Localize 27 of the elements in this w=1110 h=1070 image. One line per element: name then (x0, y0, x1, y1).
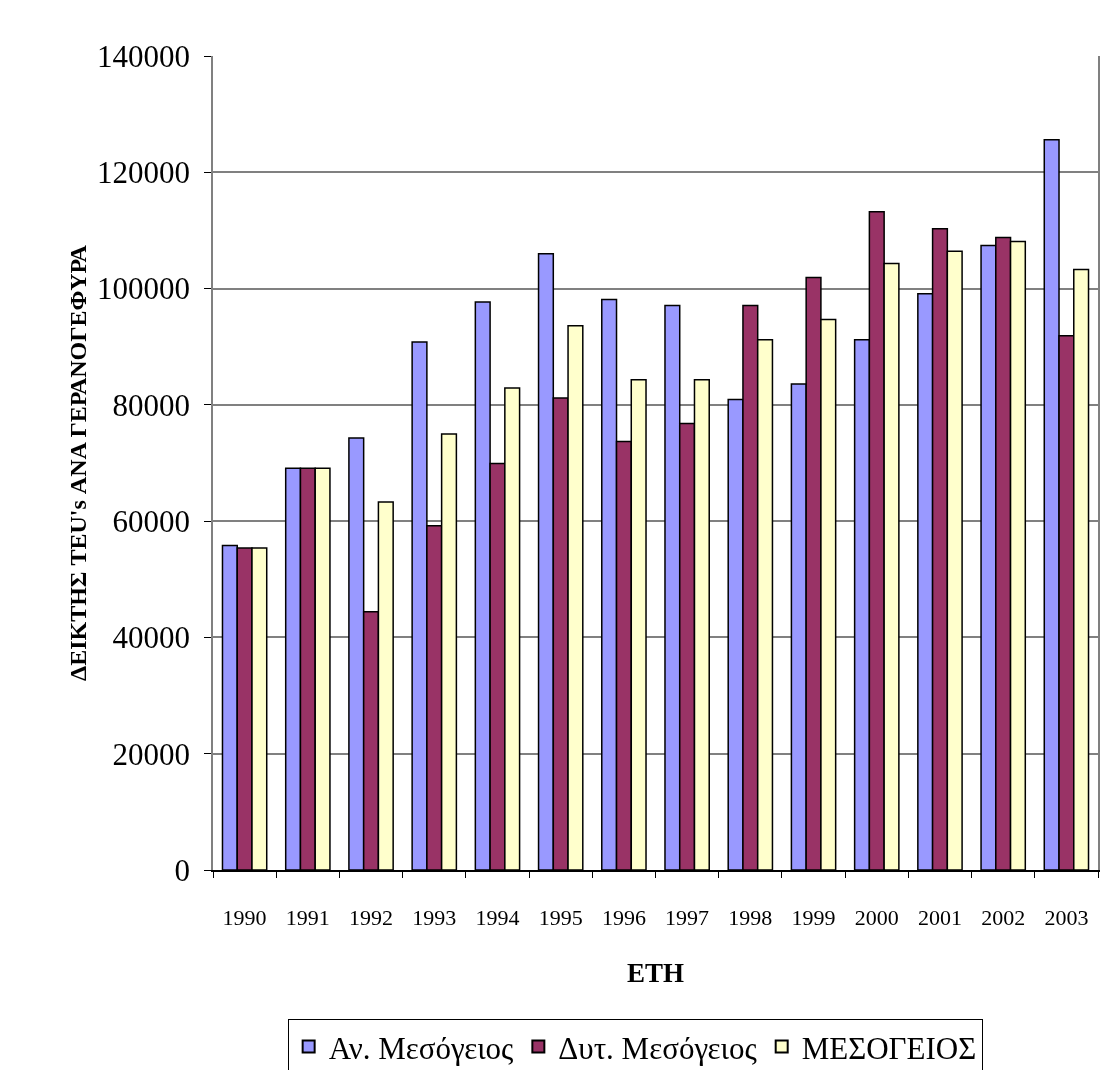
x-tick-label: 1991 (285, 905, 330, 931)
x-tick-label: 1998 (728, 905, 773, 931)
x-tick-label: 2001 (917, 905, 962, 931)
y-axis-title: ΔΕΙΚΤΗΣ TEU's ΑΝΑ ΓΕΡΑΝΟΓΕΦΥΡΑ (64, 244, 91, 681)
legend-label: Δυτ. Μεσόγειος (558, 1030, 757, 1066)
y-tick-label: 40000 (112, 620, 191, 656)
x-tick-label: 1997 (665, 905, 710, 931)
x-tick-label: 2003 (1044, 905, 1089, 931)
x-tick-label: 1995 (538, 905, 583, 931)
x-tick-label: 1990 (222, 905, 267, 931)
legend-label: Αν. Μεσόγειος (328, 1030, 514, 1066)
x-tick-label: 2002 (981, 905, 1026, 931)
x-axis-title: ΕΤΗ (626, 958, 685, 989)
y-tick-label: 140000 (97, 38, 191, 74)
legend-label: ΜΕΣΟΓΕΙΟΣ (801, 1030, 977, 1066)
y-tick-label: 80000 (112, 387, 191, 423)
y-tick-label: 0 (174, 852, 191, 888)
y-tick-label: 60000 (112, 503, 191, 539)
x-tick-label: 1994 (475, 905, 520, 931)
y-tick-label: 100000 (97, 271, 191, 307)
y-tick-label: 20000 (112, 736, 191, 772)
x-tick-label: 1999 (791, 905, 836, 931)
y-tick-label: 120000 (97, 155, 191, 191)
x-tick-label: 1996 (601, 905, 646, 931)
x-tick-label: 1993 (412, 905, 457, 931)
x-tick-label: 1992 (349, 905, 394, 931)
x-tick-label: 2000 (854, 905, 899, 931)
